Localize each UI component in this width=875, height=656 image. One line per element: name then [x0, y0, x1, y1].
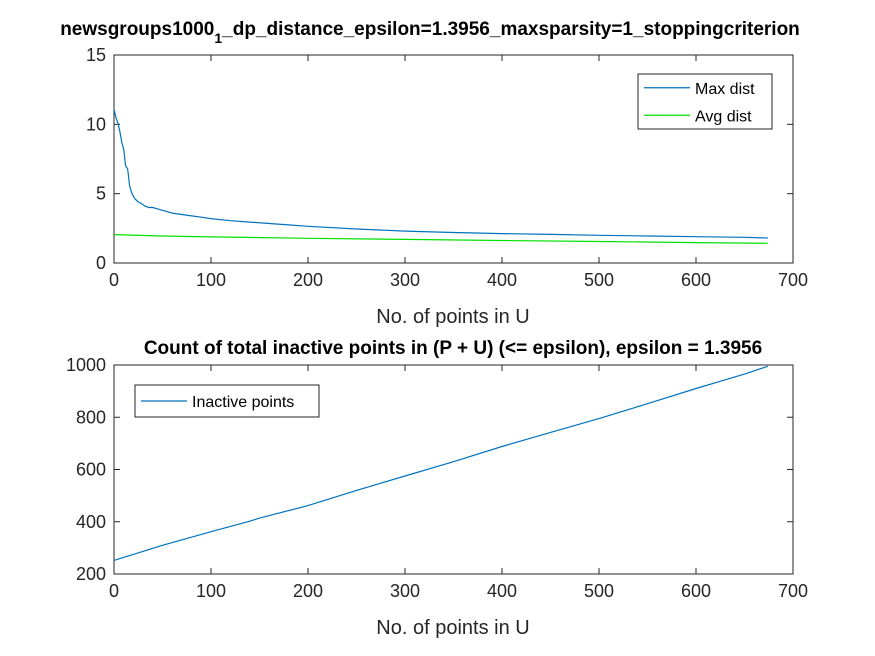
bottom-series-line-inactive-points — [113, 365, 768, 561]
top-y-tick-label: 5 — [96, 184, 106, 204]
top-y-tick-label: 15 — [86, 45, 106, 65]
bottom-x-tick-label: 300 — [390, 581, 420, 601]
bottom-x-tick-label: 500 — [584, 581, 614, 601]
top-x-tick-label: 300 — [390, 270, 420, 290]
bottom-legend-label: Inactive points — [192, 394, 294, 411]
top-legend-label: Avg dist — [695, 108, 752, 125]
top-x-tick-label: 100 — [196, 270, 226, 290]
top-x-tick-label: 600 — [681, 270, 711, 290]
bottom-x-tick-label: 700 — [778, 581, 808, 601]
top-legend-box — [637, 73, 773, 130]
top-x-tick-label: 500 — [584, 270, 614, 290]
bottom-chart-title: Count of total inactive points in (P + U… — [144, 338, 762, 359]
bottom-legend: Inactive points — [134, 384, 320, 418]
top-x-axis-label: No. of points in U — [376, 306, 529, 328]
top-x-tick-label: 700 — [778, 270, 808, 290]
top-x-tick-label: 0 — [109, 270, 119, 290]
top-series-line-avg-dist — [113, 234, 768, 244]
top-y-tick-label: 10 — [86, 114, 106, 134]
bottom-y-tick-label: 200 — [76, 564, 106, 584]
bottom-x-tick-label: 400 — [487, 581, 517, 601]
top-x-tick-label: 200 — [293, 270, 323, 290]
bottom-y-tick-label: 400 — [76, 512, 106, 532]
bottom-x-tick-label: 0 — [109, 581, 119, 601]
top-y-tick-label: 0 — [96, 253, 106, 273]
bottom-x-tick-label: 200 — [293, 581, 323, 601]
bottom-x-tick-label: 600 — [681, 581, 711, 601]
bottom-y-tick-label: 600 — [76, 460, 106, 480]
top-chart-title: newsgroups10001_dp_distance_epsilon=1.39… — [60, 19, 800, 46]
bottom-y-tick-label: 800 — [76, 407, 106, 427]
top-legend-label: Max dist — [695, 81, 755, 98]
top-x-tick-label: 400 — [487, 270, 517, 290]
bottom-x-tick-label: 100 — [196, 581, 226, 601]
bottom-y-tick-label: 1000 — [66, 355, 106, 375]
top-legend: Max dist Avg dist — [637, 73, 773, 130]
bottom-x-axis-label: No. of points in U — [376, 617, 529, 639]
top-subplot: newsgroups10001_dp_distance_epsilon=1.39… — [60, 19, 808, 328]
bottom-subplot: Count of total inactive points in (P + U… — [66, 338, 808, 639]
top-series-line-max-dist — [113, 108, 768, 239]
